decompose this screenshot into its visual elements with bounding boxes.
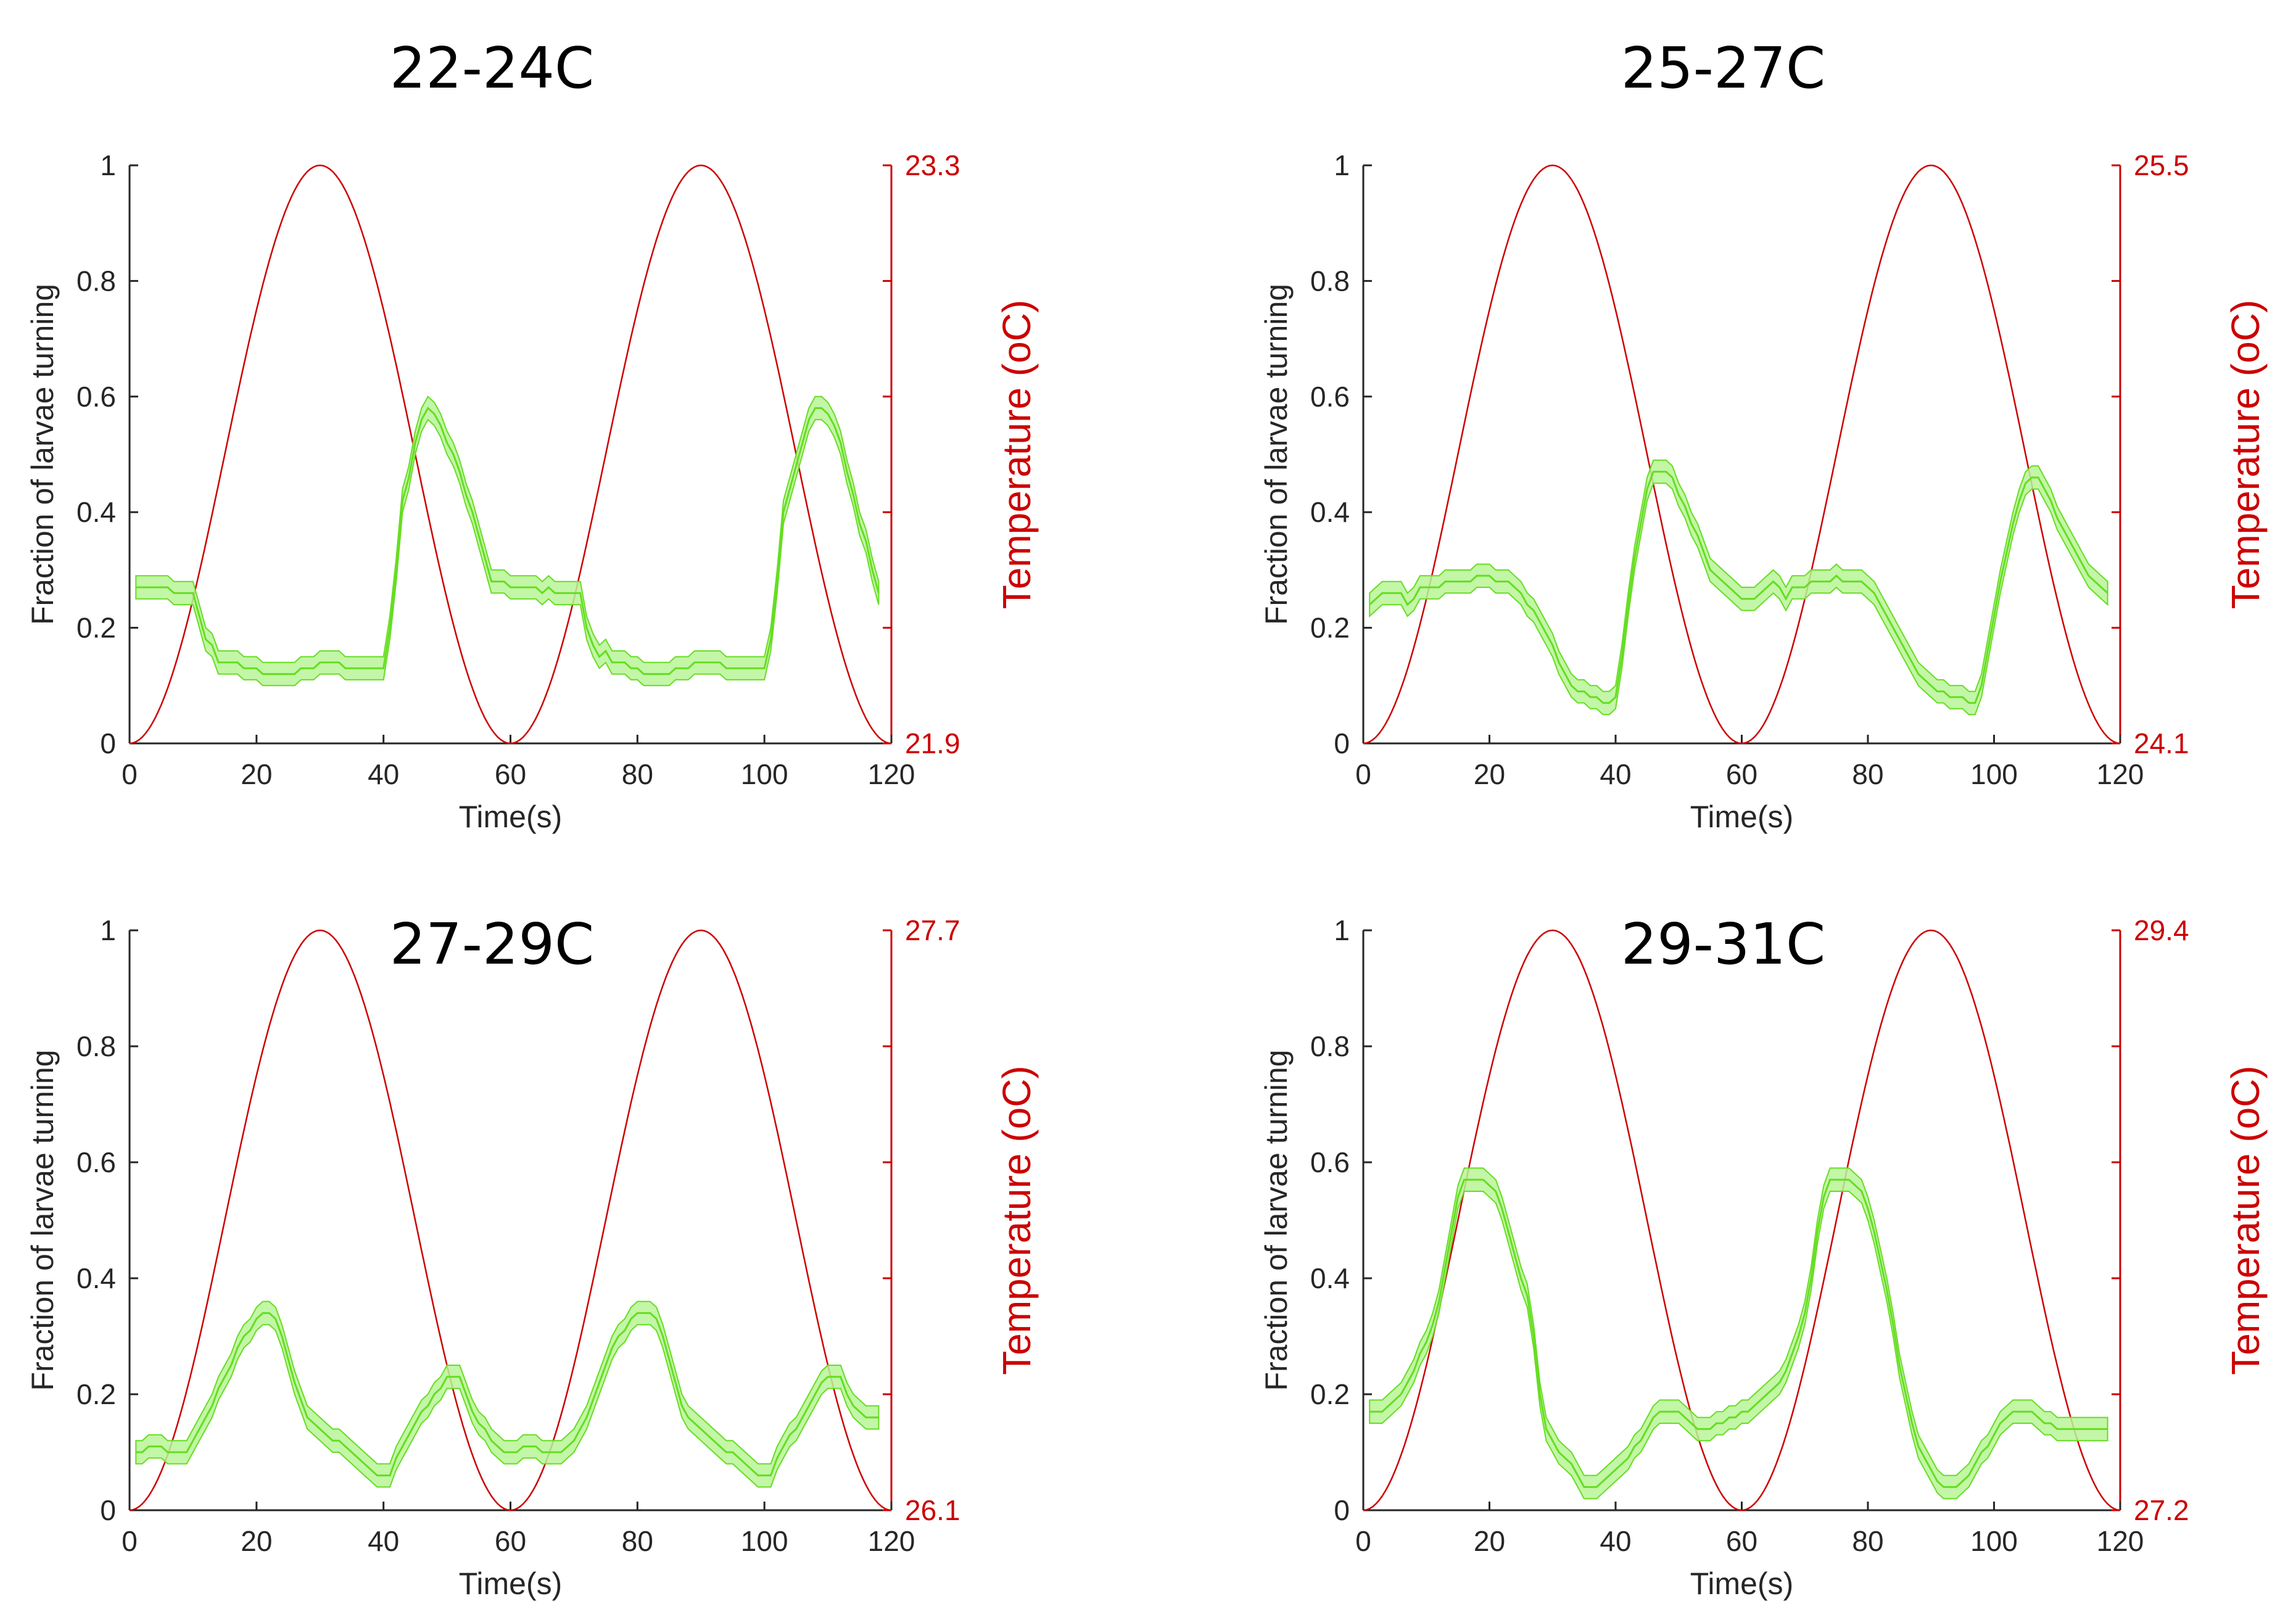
chart-panel: 22-24C 0 20 40 60 80 100 120 0 0.2 0.4 0.6 0.8 1 23.3 2… [25, 35, 1039, 834]
y-tick-label: 0.6 [76, 1146, 116, 1178]
turning-fraction-line [1369, 1178, 2108, 1488]
y2-axis-label: Temperature (oC) [2223, 300, 2268, 610]
y2-tick-label: 27.2 [2134, 1494, 2189, 1526]
y-tick-label: 1 [100, 914, 116, 946]
y-tick-label: 0 [100, 727, 116, 759]
x-axis-label: Time(s) [459, 1566, 563, 1601]
x-tick-label: 40 [368, 1525, 399, 1557]
x-tick-label: 120 [2097, 1525, 2144, 1557]
x-tick-label: 20 [241, 758, 272, 790]
y-tick-label: 1 [1334, 149, 1350, 181]
turning-error-band [135, 1300, 880, 1488]
y-axis-label: Fraction of larvae turning [1259, 1049, 1294, 1391]
y2-tick-label: 25.5 [2134, 149, 2189, 181]
y2-tick-label: 29.4 [2134, 914, 2189, 946]
y2-axis-label: Temperature (oC) [994, 300, 1039, 610]
x-tick-label: 100 [741, 1525, 788, 1557]
chart-title: 27-29C [390, 911, 595, 977]
x-tick-label: 0 [1355, 758, 1371, 790]
y-tick-label: 0.4 [1310, 1262, 1350, 1294]
turning-fraction-line [136, 407, 880, 676]
y2-tick-label: 26.1 [905, 1494, 960, 1526]
x-tick-label: 40 [1600, 1525, 1631, 1557]
y-tick-label: 0.8 [1310, 265, 1350, 297]
chart-panel: 27-29C 0 20 40 60 80 100 120 0 0.2 0.4 0.6 0.8 1 27.7 2… [25, 911, 1039, 1601]
y-tick-label: 0.2 [1310, 612, 1350, 644]
x-tick-label: 20 [241, 1525, 272, 1557]
x-tick-label: 80 [1852, 1525, 1883, 1557]
x-tick-label: 40 [1600, 758, 1631, 790]
y-axis-label: Fraction of larvae turning [25, 284, 60, 625]
x-tick-label: 0 [122, 1525, 138, 1557]
y-tick-label: 1 [1334, 914, 1350, 946]
x-tick-label: 60 [1726, 1525, 1757, 1557]
turning-error-band [1369, 459, 2108, 716]
chart-title: 22-24C [390, 35, 595, 101]
y-tick-label: 0.8 [76, 1030, 116, 1062]
y-tick-label: 0.8 [76, 265, 116, 297]
turning-fraction-line [136, 1312, 879, 1477]
y-tick-label: 0.6 [1310, 381, 1350, 413]
x-tick-label: 100 [1970, 758, 2018, 790]
y-tick-label: 0.2 [76, 612, 116, 644]
y-axis-label: Fraction of larvae turning [1259, 284, 1294, 625]
x-tick-label: 0 [1355, 1525, 1371, 1557]
x-axis-label: Time(s) [1690, 800, 1794, 834]
chart-title: 29-31C [1621, 911, 1826, 977]
x-tick-label: 100 [1970, 1525, 2018, 1557]
x-tick-label: 120 [868, 758, 915, 790]
y-tick-label: 0.4 [76, 496, 116, 528]
x-tick-label: 120 [2097, 758, 2144, 790]
x-tick-label: 40 [368, 758, 399, 790]
y-tick-label: 1 [100, 149, 116, 181]
temperature-line [129, 929, 892, 1511]
turning-fraction-line [1369, 471, 2108, 704]
x-tick-label: 80 [622, 1525, 653, 1557]
x-tick-label: 80 [622, 758, 653, 790]
temperature-line [129, 164, 892, 745]
turning-error-band [1369, 1167, 2108, 1500]
y-tick-label: 0.4 [76, 1262, 116, 1294]
x-tick-label: 100 [741, 758, 788, 790]
x-tick-label: 0 [122, 758, 138, 790]
y-tick-label: 0 [1334, 1494, 1350, 1526]
x-tick-label: 80 [1852, 758, 1883, 790]
y-tick-label: 0 [100, 1494, 116, 1526]
y2-axis-label: Temperature (oC) [2223, 1065, 2268, 1375]
x-tick-label: 120 [868, 1525, 915, 1557]
y2-tick-label: 21.9 [905, 727, 960, 759]
y-tick-label: 0.6 [76, 381, 116, 413]
x-tick-label: 60 [495, 1525, 526, 1557]
x-axis-label: Time(s) [459, 800, 563, 834]
turning-error-band [135, 395, 880, 687]
x-axis-label: Time(s) [1690, 1566, 1794, 1601]
y-tick-label: 0.2 [1310, 1378, 1350, 1410]
y-tick-label: 0.8 [1310, 1030, 1350, 1062]
y2-tick-label: 27.7 [905, 914, 960, 946]
x-tick-label: 60 [1726, 758, 1757, 790]
chart-panel: 29-31C 0 20 40 60 80 100 120 0 0.2 0.4 0.6 0.8 1 29.4 2… [1259, 911, 2268, 1601]
y-tick-label: 0.4 [1310, 496, 1350, 528]
temperature-line [1363, 164, 2121, 745]
y2-tick-label: 23.3 [905, 149, 960, 181]
y-tick-label: 0.6 [1310, 1146, 1350, 1178]
chart-title: 25-27C [1621, 35, 1826, 101]
chart-panel: 25-27C 0 20 40 60 80 100 120 0 0.2 0.4 0.6 0.8 1 25.5 2… [1259, 35, 2268, 834]
x-tick-label: 20 [1474, 1525, 1505, 1557]
x-tick-label: 60 [495, 758, 526, 790]
y2-axis-label: Temperature (oC) [994, 1065, 1039, 1375]
temperature-line [1363, 929, 2121, 1511]
y-tick-label: 0 [1334, 727, 1350, 759]
y2-tick-label: 24.1 [2134, 727, 2189, 759]
y-tick-label: 0.2 [76, 1378, 116, 1410]
x-tick-label: 20 [1474, 758, 1505, 790]
y-axis-label: Fraction of larvae turning [25, 1049, 60, 1391]
